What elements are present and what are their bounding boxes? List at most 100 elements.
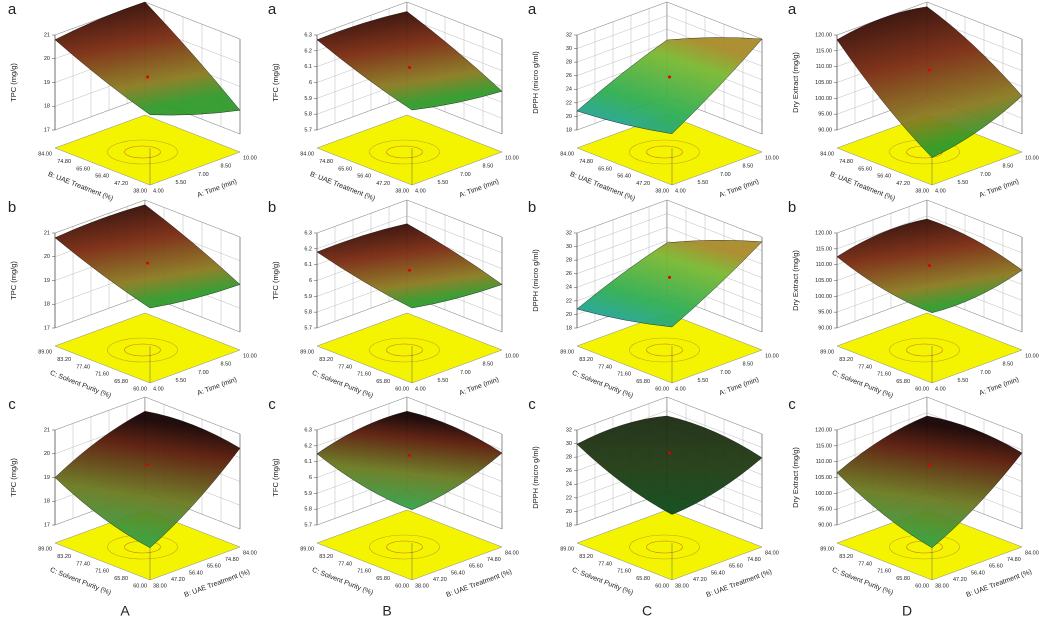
x-tick-label: 47.20 [114, 181, 128, 187]
wall-grid [406, 215, 503, 254]
z-tick-label: 6.1 [304, 262, 312, 268]
wall-grid [666, 1, 763, 40]
z-tick-label: 5.7 [304, 127, 312, 133]
z-tick-label: 6.3 [304, 230, 312, 236]
z-tick-label: 24 [566, 285, 572, 291]
y-tick-label: 5.50 [698, 378, 709, 384]
y-tick-label: 4.00 [153, 386, 164, 392]
wall-grid [316, 396, 408, 431]
wall-grid [576, 28, 668, 63]
x-tick-label: 89.00 [560, 349, 574, 355]
z-tick-label: 6.2 [304, 246, 312, 252]
x-tick-label: 65.80 [114, 379, 128, 385]
z-tick-label: 21 [44, 427, 50, 433]
y-tick-label: 84.00 [765, 550, 779, 556]
z-tick-label: 95.00 [818, 310, 832, 316]
y-tick-label: 74.80 [747, 557, 761, 563]
z-tick-label: 120.00 [815, 230, 832, 236]
y-tick-label: 56.40 [971, 570, 985, 576]
y-tick-label: 5.50 [176, 378, 187, 384]
wall-grid [576, 396, 668, 431]
z-tick-label: 5.8 [304, 507, 312, 513]
z-tick-label: 95.00 [818, 507, 832, 513]
x-tick-label: 60.00 [395, 386, 409, 392]
floor [316, 312, 503, 384]
z-tick-label: 5.9 [304, 294, 312, 300]
contour [386, 145, 423, 159]
y-tick-label: 5.50 [958, 180, 969, 186]
z-tick-label: 28 [566, 60, 572, 66]
z-tick-label: 18 [44, 302, 50, 308]
surface-plot: 6.3 6.2 6.1 6 5.9 5.8 5.7 TFC (mg/g) 89.00 83.20 7… [268, 199, 519, 400]
response-surface [54, 1, 241, 116]
x-tick-label: 71.60 [95, 372, 109, 378]
x-tick-label: 74.80 [839, 159, 853, 165]
z-tick-label: 21 [44, 230, 50, 236]
z-tick-label: 115.00 [816, 48, 832, 54]
z-tick-label: 18 [566, 127, 572, 133]
z-axis-label: TFC (mg/g) [271, 63, 280, 102]
y-tick-label: 65.60 [729, 564, 743, 570]
y-tick-label: 7.00 [198, 172, 209, 178]
contour [629, 139, 700, 165]
z-tick-label: 22 [566, 100, 572, 106]
x-tick-label: 83.20 [839, 357, 853, 363]
contour [629, 337, 700, 363]
response-surface [576, 415, 763, 515]
y-tick-label: 56.40 [451, 570, 465, 576]
x-tick-label: 89.00 [820, 546, 834, 552]
y-tick-label: 8.50 [483, 164, 494, 170]
x-tick-label: 60.00 [915, 583, 929, 589]
y-tick-label: 65.60 [989, 564, 1003, 570]
x-tick-label: 89.00 [560, 546, 574, 552]
y-tick-label: 10.00 [243, 353, 257, 359]
wall-grid [576, 15, 668, 49]
floor [54, 312, 241, 384]
wall-grid [54, 294, 146, 329]
column-label: B [382, 603, 391, 619]
floor [316, 509, 503, 581]
z-tick-label: 5.9 [304, 491, 312, 497]
wall-grid [926, 396, 1023, 435]
x-tick-label: 89.00 [38, 546, 52, 552]
z-tick-label: 20 [44, 56, 50, 62]
y-tick-label: 8.50 [743, 164, 754, 170]
x-tick-label: 71.60 [357, 569, 371, 575]
wall-grid [316, 215, 408, 250]
x-tick-label: 56.40 [617, 174, 631, 180]
z-tick-label: 110.00 [816, 262, 832, 268]
z-tick-label: 20 [44, 451, 50, 457]
surface-plot: 120.00 115.00 110.00 105.00 100.00 95.00 90.00… [788, 199, 1039, 400]
y-tick-label: 74.80 [1007, 557, 1021, 563]
z-tick-label: 30 [566, 46, 572, 52]
z-tick-label: 90.00 [818, 522, 832, 528]
x-tick-label: 89.00 [300, 349, 314, 355]
z-tick-label: 32 [566, 427, 572, 433]
z-axis-label: TPC (mg/g) [9, 458, 18, 497]
y-tick-label: 47.20 [953, 577, 967, 583]
design-point [408, 268, 411, 272]
z-tick-label: 20 [44, 254, 50, 260]
z-tick-label: 5.7 [304, 522, 312, 528]
z-tick-label: 105.00 [815, 278, 832, 284]
y-tick-label: 47.20 [693, 577, 707, 583]
z-tick-label: 17 [44, 127, 50, 133]
z-tick-label: 32 [566, 32, 572, 38]
x-tick-label: 77.40 [338, 364, 352, 370]
x-tick-label: 65.80 [896, 576, 910, 582]
panel-letter: a [268, 1, 277, 18]
y-tick-label: 7.00 [460, 370, 471, 376]
z-tick-label: 18 [44, 104, 50, 110]
z-tick-label: 17 [44, 522, 50, 528]
x-tick-label: 84.00 [38, 151, 52, 157]
z-tick-label: 5.8 [304, 310, 312, 316]
wall-grid [316, 1, 408, 36]
x-tick-label: 65.60 [338, 166, 352, 172]
z-tick-label: 6.3 [304, 32, 312, 38]
y-tick-label: 4.00 [153, 188, 164, 194]
x-tick-label: 83.20 [319, 357, 333, 363]
x-tick-label: 60.00 [655, 386, 669, 392]
x-tick-label: 83.20 [579, 554, 593, 560]
wall-grid [576, 240, 668, 274]
z-tick-label: 90.00 [818, 325, 832, 331]
